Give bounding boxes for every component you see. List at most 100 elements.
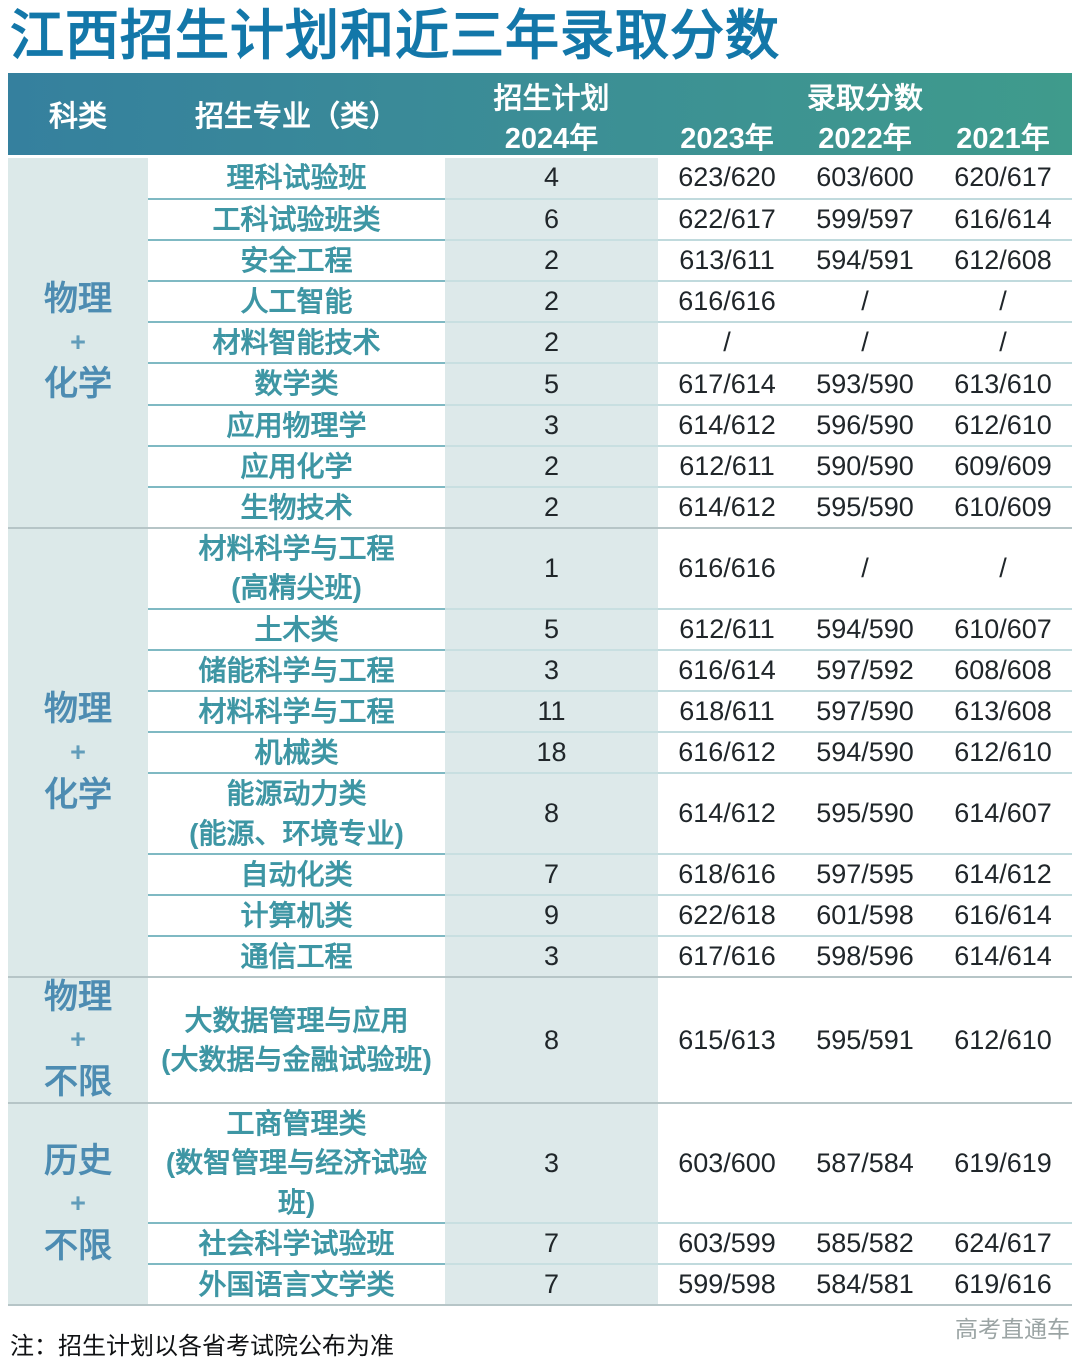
major-cell: 生物技术 [148, 486, 445, 527]
score-cell-2022: 593/590 [796, 362, 934, 403]
category-line: 物理 [44, 690, 112, 729]
score-cell-2022: 597/592 [796, 648, 934, 690]
major-cell: 工科试验班类 [148, 197, 445, 239]
major-label: 工科试验班类 [212, 203, 381, 235]
table-header: 科类 招生专业（类） 招生计划 2024年 录取分数 2023年 2022年 2… [8, 72, 1072, 155]
score-cell-2022: 594/591 [796, 238, 934, 280]
table-body: 物理 + 化学 理科试验班 4 623/620 603/600 620/617 … [8, 157, 1072, 1307]
plan-cell: 5 [445, 607, 658, 649]
score-cell-2021: 614/607 [934, 772, 1072, 852]
score-cell-2023: 622/618 [658, 893, 796, 935]
category-line: 不限 [44, 1227, 112, 1266]
score-cell-2023: 612/611 [658, 607, 796, 649]
plus-sign: + [70, 326, 86, 357]
score-cell-2021: 616/614 [934, 197, 1072, 239]
header-year-2023: 2023年 [680, 122, 774, 155]
score-cell-2021: / [934, 280, 1072, 321]
score-cell-2021: 614/612 [934, 852, 1072, 894]
score-cell-2022: 595/591 [816, 1024, 914, 1055]
plus-sign: + [70, 1188, 86, 1219]
footer: 注：招生计划以各省考试院公布为准 高考直通车 [8, 1306, 1072, 1361]
major-cell: 安全工程 [148, 238, 445, 280]
score-cell-2023: 613/611 [658, 238, 796, 280]
plan-cell: 3 [445, 1104, 658, 1222]
table-row: 计算机类 9 622/618 601/598 616/614 [148, 893, 1072, 936]
major-cell: 材料科学与工程 [148, 689, 445, 731]
score-cell-2022: 597/595 [796, 852, 934, 894]
plan-cell: 9 [445, 893, 658, 936]
major-label: 理科试验班 [226, 162, 367, 194]
plus-sign: + [70, 736, 86, 767]
table-row: 机械类 18 616/612 594/590 612/610 [148, 731, 1072, 773]
table-row: 材料科学与工程 (高精尖班) 1 616/616 / / [148, 529, 1072, 608]
table-row: 生物技术 2 614/612 595/590 610/609 [148, 486, 1072, 528]
plus-sign: + [70, 1024, 86, 1055]
major-label: 通信工程 [240, 941, 353, 973]
major-cell: 储能科学与工程 [148, 648, 445, 690]
score-cell-2023: 616/616 [678, 552, 776, 583]
major-cell: 数学类 [148, 362, 445, 403]
score-cell-2023: 623/620 [678, 162, 776, 193]
major-cell: 材料智能技术 [148, 321, 445, 362]
score-cell-2022: 584/581 [796, 1263, 934, 1304]
major-cell: 应用物理学 [148, 403, 445, 445]
score-cell-2021: 612/610 [954, 1024, 1052, 1055]
score-cell-2023: / [658, 321, 796, 362]
major-cell: 理科试验班 [148, 158, 445, 198]
group-rows: 大数据管理与应用 (大数据与金融试验班) 8 615/613 595/591 6… [148, 978, 1072, 1103]
major-label: 应用化学 [240, 450, 353, 482]
plan-cell: 8 [445, 978, 658, 1103]
major-label: 安全工程 [240, 244, 353, 276]
score-cell-2022: 595/590 [796, 772, 934, 852]
plan-cell: 1 [445, 529, 658, 608]
plan-cell: 11 [445, 689, 658, 732]
category-cell: 物理 + 化学 [8, 157, 148, 528]
plan-cell: 18 [445, 731, 658, 773]
category-cell: 物理 + 不限 [8, 978, 148, 1103]
major-cell: 材料科学与工程 (高精尖班) [148, 529, 445, 607]
major-label: 材料科学与工程 [198, 533, 395, 565]
score-cell-2021: / [934, 321, 1072, 362]
major-sublabel: (能源、环境专业) [189, 817, 404, 849]
table-row: 社会科学试验班 7 603/599 585/582 624/617 [148, 1221, 1072, 1263]
score-cell-2023: 612/611 [658, 444, 796, 486]
category-line: 化学 [44, 775, 112, 814]
table-row: 材料智能技术 2 / / / [148, 321, 1072, 363]
major-cell: 土木类 [148, 607, 445, 649]
header-plan-year: 2024年 [504, 122, 599, 155]
category-line: 历史 [44, 1141, 112, 1180]
major-label: 自动化类 [240, 858, 353, 890]
table-row: 土木类 5 612/611 594/590 610/607 [148, 607, 1072, 649]
table-row: 工科试验班类 6 622/617 599/597 616/614 [148, 197, 1072, 239]
table-row: 大数据管理与应用 (大数据与金融试验班) 8 615/613 595/591 6… [148, 978, 1072, 1103]
score-cell-2022: 601/598 [796, 893, 934, 935]
score-cell-2022: 594/590 [796, 607, 934, 649]
major-cell: 大数据管理与应用 (大数据与金融试验班) [148, 978, 445, 1102]
major-label: 生物技术 [240, 492, 353, 523]
score-cell-2022: 598/596 [796, 935, 934, 976]
score-cell-2023: 616/614 [658, 648, 796, 690]
major-label: 应用物理学 [226, 409, 367, 441]
watermark: 高考直通车 [955, 1316, 1070, 1343]
footnote: 注：招生计划以各省考试院公布为准 [10, 1333, 394, 1361]
score-cell-2021: 612/608 [934, 238, 1072, 280]
score-cell-2022: / [796, 321, 934, 362]
score-cell-2022: 585/582 [796, 1221, 934, 1263]
category-line: 化学 [44, 365, 112, 404]
score-cell-2022: 596/590 [796, 403, 934, 445]
major-cell: 计算机类 [148, 893, 445, 935]
score-cell-2021: 619/619 [954, 1147, 1052, 1178]
major-cell: 机械类 [148, 731, 445, 772]
table-row: 理科试验班 4 623/620 603/600 620/617 [148, 157, 1072, 198]
group-rows: 理科试验班 4 623/620 603/600 620/617 工科试验班类 6… [148, 157, 1072, 528]
major-cell: 社会科学试验班 [148, 1221, 445, 1263]
table-row: 人工智能 2 616/616 / / [148, 280, 1072, 322]
major-label: 数学类 [254, 368, 339, 400]
table-row: 数学类 5 617/614 593/590 613/610 [148, 362, 1072, 404]
major-label: 人工智能 [240, 286, 353, 318]
table-group-physics-unrestricted: 物理 + 不限 大数据管理与应用 (大数据与金融试验班) 8 615/613 5… [8, 976, 1072, 1103]
table-row: 工商管理类 (数智管理与经济试验班) 3 603/600 587/584 619… [148, 1104, 1072, 1222]
score-cell-2021: 612/610 [934, 731, 1072, 772]
score-cell-2021: 624/617 [934, 1221, 1072, 1263]
